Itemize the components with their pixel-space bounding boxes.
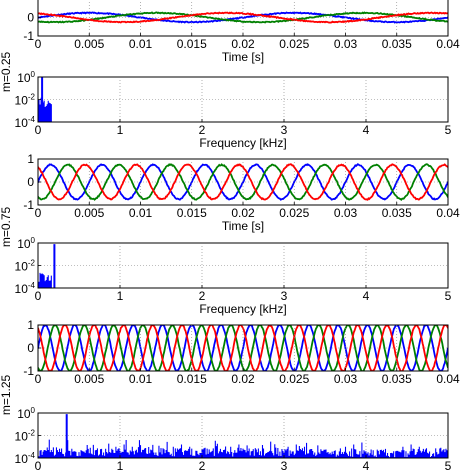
series-line-phase-1 [38,163,448,201]
x-tick-label: 5 [445,123,452,137]
x-tick-label: 4 [363,123,370,137]
x-tick-label: 3 [281,123,288,137]
series-line-phase-3 [38,163,448,201]
spectrum-plot-m=1.25 [37,412,449,459]
y-tick-label: 100 [17,236,35,251]
y-tick-label: 0 [27,341,34,355]
x-tick-label: 1 [117,289,124,303]
x-tick-label: 2 [199,459,206,473]
x-tick-label: 2 [199,289,206,303]
x-tick-label: 4 [363,459,370,473]
series-line-phase-2 [38,11,448,24]
y-tick-label: -1 [23,364,34,378]
x-tick-label: 0.04 [436,206,460,220]
y-tick-label: 100 [17,406,35,421]
series-line-phase-3 [38,11,448,24]
x-tick-label: 0.015 [177,372,207,386]
spectrum-plot-m=0.75 [38,242,449,288]
series-line-phase-1 [38,325,448,371]
y-tick-label: 10-4 [15,451,36,466]
spectrum-bars [38,439,448,458]
x-tick-label: 1 [117,459,124,473]
x-tick-label: 0.005 [74,206,104,220]
x-tick-label: 0.025 [279,206,309,220]
x-tick-label: 0.02 [231,372,255,386]
y-tick-label: -1 [23,29,34,43]
y-tick-label: 10-2 [15,259,36,274]
y-tick-label: 1 [27,318,34,332]
x-tick-label: 0 [35,289,42,303]
x-axis-label: Time [s] [222,50,264,64]
x-tick-label: 0.04 [436,37,460,51]
x-tick-label: 3 [281,289,288,303]
spectrum-bars [39,98,52,122]
group-label: m=1.25 [0,374,13,415]
x-axis-label: Frequency [kHz] [199,136,286,150]
x-tick-label: 0 [35,206,42,220]
x-tick-label: 0.02 [231,37,255,51]
x-tick-label: 2 [199,123,206,137]
time-plot-m=0.75 [37,158,449,206]
y-tick-label: 10-2 [15,429,36,444]
x-tick-label: 0 [35,372,42,386]
x-tick-label: 0.005 [74,37,104,51]
group-label: m=0.75 [0,206,13,247]
x-tick-label: 0 [35,123,42,137]
y-tick-label: 10-2 [15,93,36,108]
x-tick-label: 0.01 [129,372,153,386]
x-tick-label: 0.03 [334,37,358,51]
y-tick-label: 0 [27,11,34,25]
x-tick-label: 0 [35,459,42,473]
x-tick-label: 0.03 [334,372,358,386]
group-label: m=0.25 [0,51,13,92]
y-tick-label: 0 [27,175,34,189]
x-tick-label: 0.04 [436,372,460,386]
y-tick-label: 1 [27,152,34,166]
x-tick-label: 0.025 [279,37,309,51]
x-tick-label: 5 [445,289,452,303]
x-tick-label: 0.02 [231,206,255,220]
x-tick-label: 0.01 [129,37,153,51]
x-axis-label: Frequency [kHz] [199,302,286,316]
y-tick-label: 10-4 [15,281,36,296]
x-tick-label: 3 [281,459,288,473]
x-tick-label: 0.035 [382,372,412,386]
x-tick-label: 0.035 [382,206,412,220]
y-tick-label: -1 [23,198,34,212]
x-tick-label: 0.03 [334,206,358,220]
x-tick-label: 4 [363,289,370,303]
x-tick-label: 0.035 [382,37,412,51]
x-tick-label: 0.01 [129,206,153,220]
series-line-phase-2 [38,163,448,202]
x-tick-label: 1 [117,123,124,137]
y-tick-label: 10-4 [15,115,36,130]
x-tick-label: 0.025 [279,372,309,386]
x-tick-label: 0.015 [177,206,207,220]
x-tick-label: 0 [35,37,42,51]
x-tick-label: 0.005 [74,372,104,386]
spectrum-bars [39,273,52,288]
x-tick-label: 5 [445,459,452,473]
x-tick-label: 0.015 [177,37,207,51]
x-axis-label: Time [s] [222,219,264,233]
spectrum-plot-m=0.25 [38,76,449,122]
y-tick-label: 100 [17,70,35,85]
